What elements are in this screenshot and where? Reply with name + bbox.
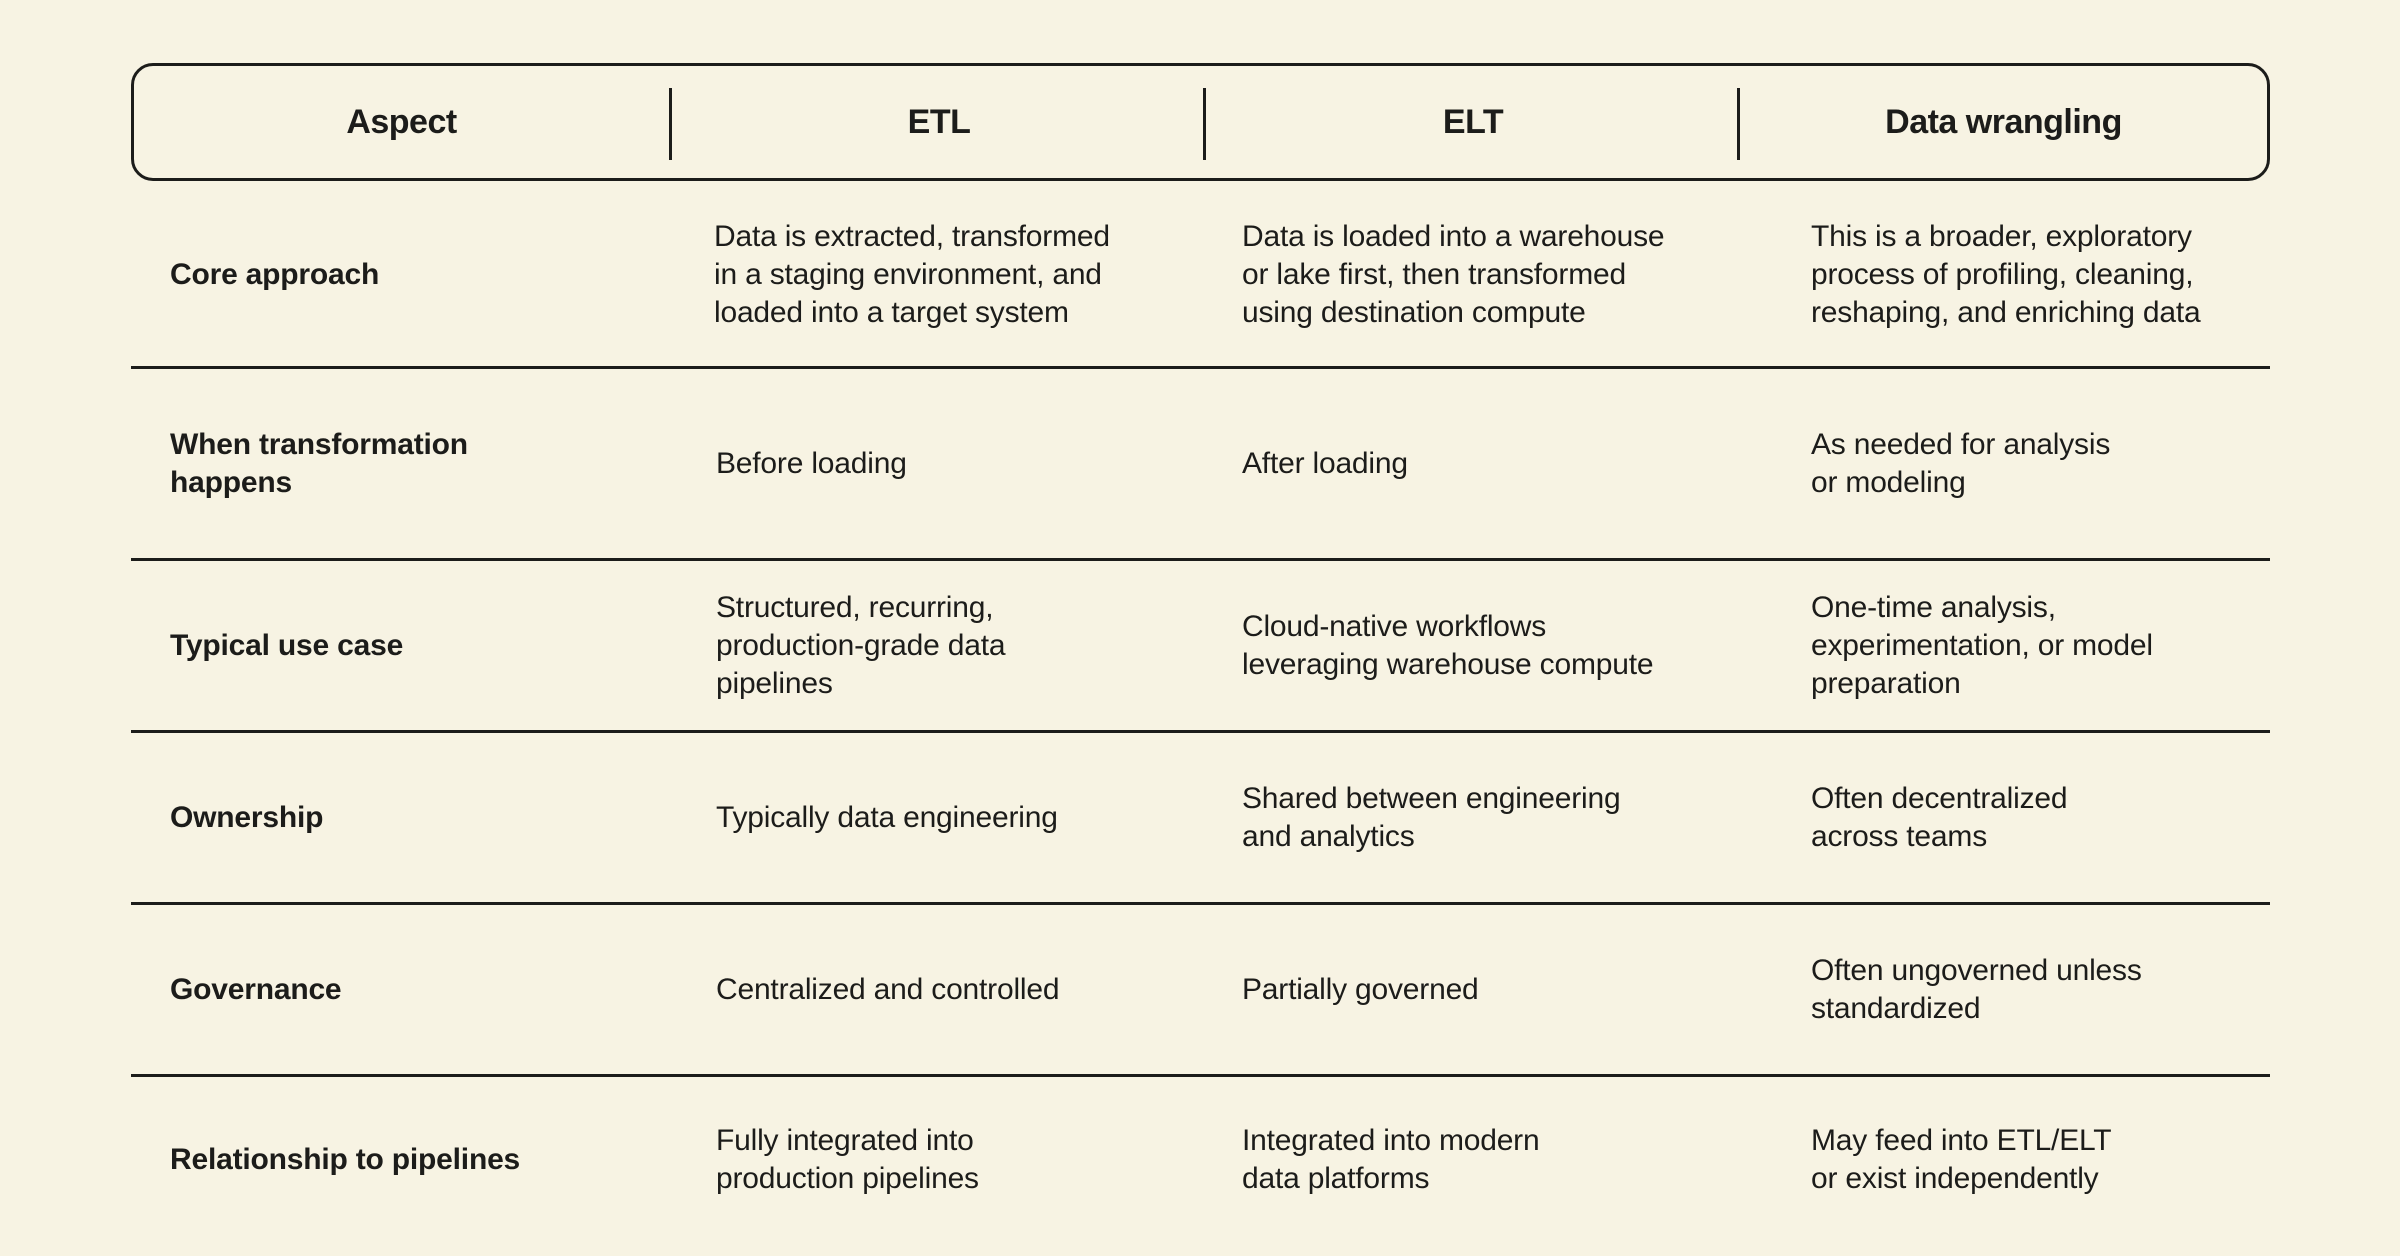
cell-data-wrangling: Often ungoverned unless standardized [1811,954,2142,1025]
row-divider [131,730,2270,733]
header-elt: ELT [1442,102,1504,141]
row-label: Core approach [170,257,380,291]
cell-etl: Before loading [716,447,907,480]
cell-elt: Integrated into modern data platforms [1242,1123,1540,1195]
row-divider [131,366,2270,369]
cell-etl: Fully integrated into production pipelin… [716,1123,979,1195]
row-label: Typical use case [170,629,404,662]
cell-data-wrangling: May feed into ETL/ELT or exist independe… [1811,1123,2112,1195]
table-header: Aspect ETL ELT Data wrangling [131,63,2270,181]
header-divider [1203,88,1206,160]
cell-data-wrangling: One-time analysis, experimentation, or m… [1811,591,2153,700]
cell-elt: Data is loaded into a warehouse or lake … [1242,219,1665,329]
header-data-wrangling: Data wrangling [1885,102,2122,141]
cell-etl: Data is extracted, transformed in a stag… [714,219,1110,329]
header-etl: ETL [907,102,971,141]
cell-etl: Typically data engineering [716,801,1058,834]
row-divider [131,558,2270,561]
cell-data-wrangling: Often decentralized across teams [1811,782,2068,853]
header-aspect: Aspect [346,102,457,141]
cell-elt: Shared between engineering and analytics [1242,782,1621,853]
row-divider [131,1074,2270,1077]
row-label: Ownership [170,801,324,834]
header-divider [1737,88,1740,160]
cell-elt: Partially governed [1242,973,1479,1006]
cell-etl: Structured, recurring, production-grade … [716,591,1006,700]
cell-data-wrangling: As needed for analysis or modeling [1811,428,2111,499]
row-label: Governance [170,973,342,1006]
header-divider [669,88,672,160]
row-label: When transformation happens [170,428,468,499]
row-divider [131,902,2270,905]
cell-data-wrangling: This is a broader, exploratory process o… [1811,219,2201,329]
cell-etl: Centralized and controlled [716,973,1060,1006]
cell-elt: Cloud-native workflows leveraging wareho… [1242,610,1654,681]
row-label: Relationship to pipelines [170,1142,521,1176]
cell-elt: After loading [1242,447,1408,480]
